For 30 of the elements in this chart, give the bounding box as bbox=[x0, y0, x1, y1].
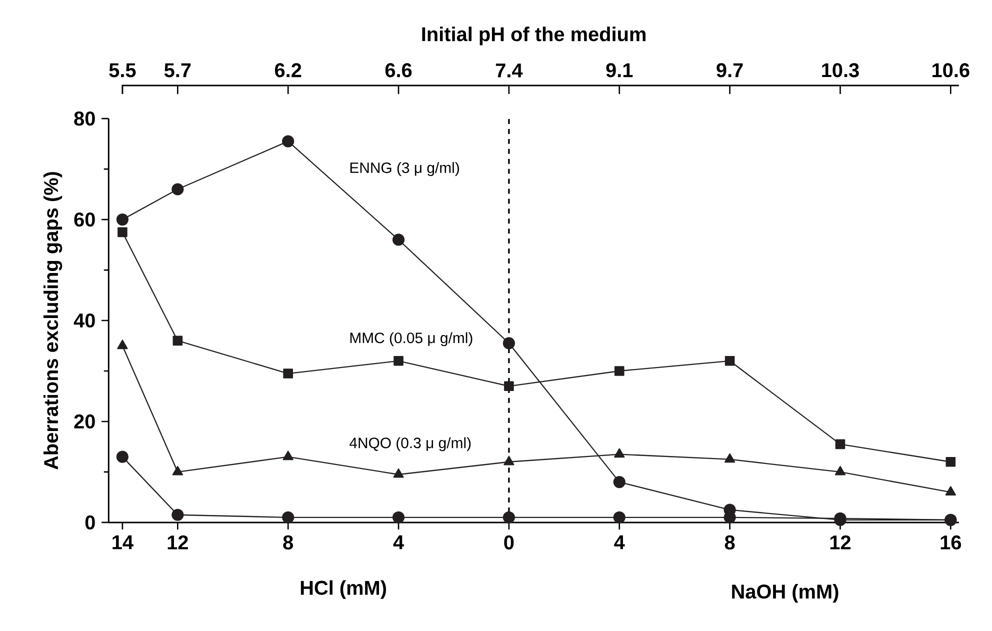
text: 7.4 bbox=[496, 64, 523, 78]
x-axis-title: HCl (mM) bbox=[300, 580, 386, 599]
x-tick-label: 4 bbox=[393, 535, 404, 550]
text: NaOH (mM) bbox=[732, 584, 838, 603]
text: 9.7 bbox=[716, 63, 743, 78]
y-tick-label: 0 bbox=[85, 515, 95, 530]
x-tick-label: 16 bbox=[940, 535, 962, 550]
x-tick-label: 12 bbox=[168, 535, 188, 550]
y-tick-label: 80 bbox=[74, 111, 95, 126]
series-label: MMC (0.05 μ g/ml) bbox=[350, 332, 472, 346]
y-tick-label: 20 bbox=[74, 414, 95, 428]
y-tick-label: 40 bbox=[74, 313, 95, 328]
x-tick-label: 12 bbox=[830, 535, 851, 550]
y-axis-title: Aberrations excluding gaps (%) bbox=[43, 172, 62, 470]
text: 5.7 bbox=[164, 63, 191, 78]
text: 10.6 bbox=[932, 63, 970, 78]
x-tick-label: 8 bbox=[283, 535, 294, 550]
series-label: ENNG (3 μ g/ml) bbox=[350, 162, 459, 176]
x-tick-label: 4 bbox=[614, 535, 625, 550]
text: 10.3 bbox=[822, 63, 859, 78]
x-tick-label: 0 bbox=[504, 535, 514, 550]
x2-axis-title: Initial pH of the medium bbox=[422, 26, 646, 46]
text: 9.1 bbox=[606, 63, 633, 78]
text: 6.2 bbox=[274, 63, 302, 78]
text: 6.6 bbox=[385, 63, 412, 78]
y-tick-label: 60 bbox=[74, 212, 95, 227]
text: 5.5 bbox=[109, 63, 136, 78]
series-label: 4NQO (0.3 μ g/ml) bbox=[350, 437, 471, 452]
x-tick-label: 14 bbox=[112, 535, 134, 550]
x-tick-label: 8 bbox=[724, 535, 735, 550]
